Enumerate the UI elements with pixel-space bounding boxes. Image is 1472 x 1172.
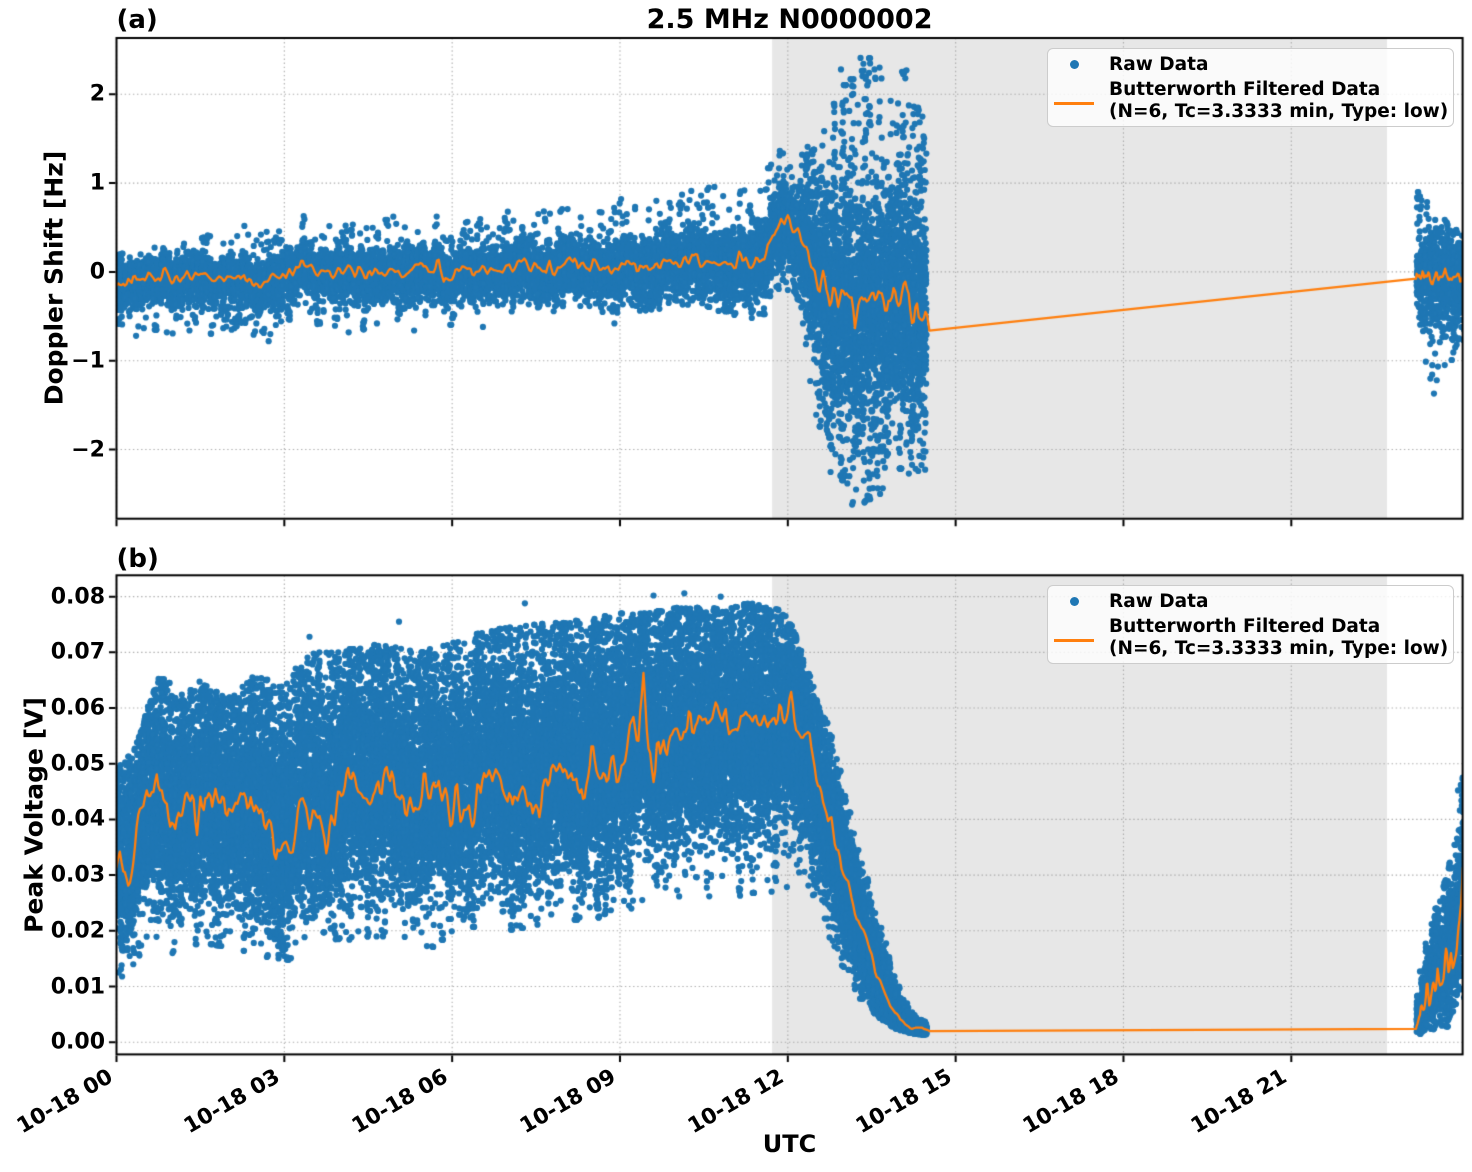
legend-filtered-label-line2: (N=6, Tc=3.3333 min, Type: low) bbox=[1109, 101, 1449, 122]
panel-a-ytick-label: −2 bbox=[71, 437, 105, 463]
legend-filtered-label: Butterworth Filtered Data (N=6, Tc=3.3333… bbox=[1109, 79, 1448, 123]
panel-a-ylabel: Doppler Shift [Hz] bbox=[39, 151, 68, 406]
panel-b-ylabel: Peak Voltage [V] bbox=[19, 696, 48, 933]
panel-b-ytick-label: 0.07 bbox=[50, 639, 105, 665]
legend-filtered-label: Butterworth Filtered Data (N=6, Tc=3.3333… bbox=[1109, 616, 1448, 660]
panel-b-ytick-label: 0.03 bbox=[50, 862, 105, 888]
panel-a-ytick-label: 0 bbox=[89, 259, 105, 285]
legend-filtered-label-line2: (N=6, Tc=3.3333 min, Type: low) bbox=[1109, 638, 1449, 660]
panel-b-ytick-label: 0.01 bbox=[50, 974, 105, 999]
legend-raw-label: Raw Data bbox=[1109, 591, 1209, 613]
legend-filtered-label-line1: Butterworth Filtered Data bbox=[1109, 616, 1381, 638]
panel-a-ytick-label: 1 bbox=[89, 170, 105, 196]
panel-b-legend: Raw Data Butterworth Filtered Data (N=6, … bbox=[1047, 584, 1454, 664]
panel-b-ytick-label: 0.06 bbox=[50, 695, 105, 721]
legend-raw-marker bbox=[1070, 60, 1079, 69]
panel-b-ytick-label: 0.02 bbox=[50, 918, 105, 944]
x-axis-label: UTC bbox=[762, 1130, 817, 1158]
legend-raw-marker bbox=[1070, 597, 1079, 607]
panel-a-label: (a) bbox=[116, 5, 158, 35]
legend-raw-label: Raw Data bbox=[1109, 54, 1209, 75]
panel-b-label: (b) bbox=[116, 544, 159, 574]
panel-b-ytick-label: 0.00 bbox=[50, 1029, 105, 1055]
panel-a-ytick-label: 2 bbox=[89, 81, 105, 107]
panel-b-ytick-label: 0.05 bbox=[50, 751, 105, 777]
figure-title: 2.5 MHz N0000002 bbox=[646, 4, 933, 35]
legend-filtered-marker bbox=[1054, 639, 1094, 643]
legend-filtered-marker bbox=[1054, 101, 1094, 106]
panel-a-ytick-label: −1 bbox=[71, 348, 105, 374]
panel-b-ytick-label: 0.08 bbox=[50, 584, 105, 610]
panel-a-legend: Raw Data Butterworth Filtered Data (N=6, … bbox=[1047, 47, 1454, 127]
panel-b-ytick-label: 0.04 bbox=[50, 806, 105, 832]
legend-filtered-label-line1: Butterworth Filtered Data bbox=[1109, 79, 1381, 100]
